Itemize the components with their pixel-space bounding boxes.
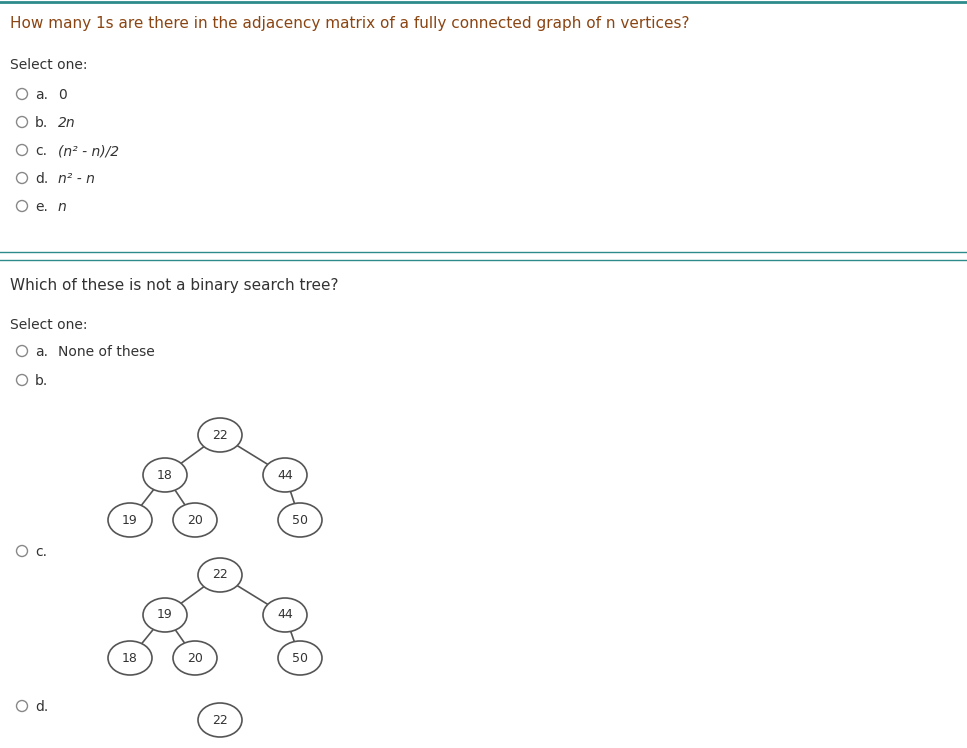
Ellipse shape (263, 458, 307, 492)
Text: 50: 50 (292, 513, 308, 527)
Ellipse shape (108, 641, 152, 675)
Ellipse shape (108, 503, 152, 537)
Ellipse shape (143, 598, 187, 632)
Text: 18: 18 (157, 468, 173, 482)
Text: 50: 50 (292, 652, 308, 664)
Text: c.: c. (35, 545, 47, 559)
Text: e.: e. (35, 200, 48, 214)
Ellipse shape (198, 703, 242, 737)
Text: n: n (58, 200, 67, 214)
Text: 18: 18 (122, 652, 138, 664)
Text: d.: d. (35, 172, 48, 186)
Text: 19: 19 (122, 513, 138, 527)
Text: 44: 44 (278, 468, 293, 482)
Text: c.: c. (35, 144, 47, 158)
Text: 19: 19 (157, 609, 173, 622)
Ellipse shape (263, 598, 307, 632)
Text: 0: 0 (58, 88, 67, 102)
Text: a.: a. (35, 345, 48, 359)
Text: Select one:: Select one: (10, 318, 87, 332)
Ellipse shape (198, 418, 242, 452)
Text: n² - n: n² - n (58, 172, 95, 186)
Text: (n² - n)/2: (n² - n)/2 (58, 144, 119, 158)
Ellipse shape (143, 458, 187, 492)
Text: 22: 22 (212, 429, 228, 441)
Text: d.: d. (35, 700, 48, 714)
Text: 22: 22 (212, 568, 228, 581)
Text: How many 1s are there in the adjacency matrix of a fully connected graph of n ve: How many 1s are there in the adjacency m… (10, 16, 689, 31)
Text: 22: 22 (212, 714, 228, 726)
Ellipse shape (278, 641, 322, 675)
Ellipse shape (278, 503, 322, 537)
Text: a.: a. (35, 88, 48, 102)
Text: 20: 20 (187, 652, 203, 664)
Text: b.: b. (35, 116, 48, 130)
Text: Which of these is not a binary search tree?: Which of these is not a binary search tr… (10, 278, 338, 293)
Ellipse shape (173, 503, 217, 537)
Text: b.: b. (35, 374, 48, 388)
Text: None of these: None of these (58, 345, 155, 359)
Text: 44: 44 (278, 609, 293, 622)
Text: Select one:: Select one: (10, 58, 87, 72)
Ellipse shape (198, 558, 242, 592)
Text: 20: 20 (187, 513, 203, 527)
Text: 2n: 2n (58, 116, 75, 130)
Ellipse shape (173, 641, 217, 675)
